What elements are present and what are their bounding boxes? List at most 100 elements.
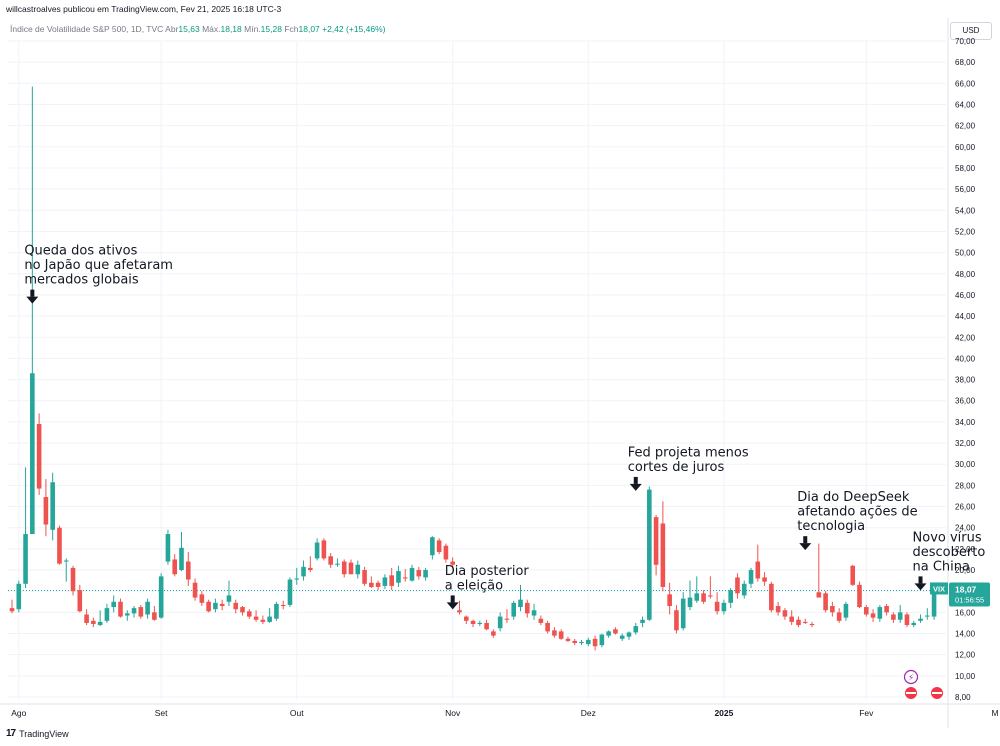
candle-body — [430, 537, 435, 556]
candle-body — [443, 545, 449, 560]
candle-body — [219, 603, 225, 607]
candle-body — [382, 577, 388, 586]
y-tick-label: 22,00 — [955, 545, 976, 554]
annotation-text: Dia do DeepSeek — [797, 490, 910, 505]
candle-body — [558, 631, 564, 639]
candle-body — [870, 613, 876, 618]
publisher-header: willcastroalves publicou em TradingView.… — [6, 4, 282, 14]
y-tick-label: 24,00 — [955, 524, 976, 533]
candle-body — [925, 615, 930, 617]
y-tick-label: 50,00 — [955, 249, 976, 258]
candle-body — [911, 622, 917, 626]
annotation-arrow-shaft — [30, 289, 35, 297]
annotation-arrow-down-icon — [26, 296, 39, 304]
candle-body — [402, 577, 408, 579]
annotation-text: Novo vírus — [913, 530, 982, 545]
candle-body — [247, 611, 252, 617]
candle-body — [16, 583, 22, 610]
legend-title: Índice de Volatilidade S&P 500, 1D, TVC — [10, 24, 164, 34]
y-tick-label: 66,00 — [955, 79, 976, 88]
candle-body — [145, 601, 150, 615]
candle-body — [816, 592, 822, 598]
candle-body — [748, 570, 754, 584]
annotation-text: cortes de juros — [628, 460, 725, 475]
candle-body — [396, 571, 401, 583]
y-tick-label: 34,00 — [955, 418, 976, 427]
annotation-text: tecnologia — [797, 519, 865, 534]
candle-body — [240, 607, 245, 613]
y-tick-label: 10,00 — [955, 672, 976, 681]
candle-body — [755, 561, 761, 579]
candle-body — [328, 556, 333, 565]
annotation-text: na China — [913, 559, 970, 574]
candle-body — [606, 631, 611, 636]
candle-body — [891, 614, 896, 620]
y-tick-label: 40,00 — [955, 354, 976, 363]
candle-body — [518, 599, 523, 608]
candle-body — [830, 606, 835, 613]
lightning-glyph: ⚡ — [908, 674, 914, 684]
annotation-arrow-down-icon — [629, 483, 642, 491]
annotation-arrow-shaft — [633, 476, 638, 484]
candle-body — [789, 616, 794, 622]
candle-body — [931, 590, 937, 617]
x-tick-label: Out — [290, 708, 304, 718]
candle-body — [586, 639, 591, 645]
candle-body — [863, 607, 869, 615]
annotation-text: Dia posterior — [445, 564, 530, 579]
y-tick-label: 46,00 — [955, 291, 976, 300]
candle-body — [274, 603, 279, 619]
x-tick-label: Dez — [581, 708, 596, 718]
candle-body — [735, 577, 740, 594]
x-tick-label: 2025 — [714, 708, 733, 718]
candle-body — [484, 622, 489, 630]
y-tick-label: 64,00 — [955, 100, 976, 109]
candle-body — [802, 621, 808, 623]
candle-body — [111, 601, 116, 608]
candle-body — [63, 560, 69, 562]
y-tick-label: 20,00 — [955, 566, 976, 575]
annotation-arrow-down-icon — [914, 583, 927, 591]
candle-body — [463, 616, 469, 621]
event-lightning-icon — [903, 669, 919, 685]
y-tick-label: 30,00 — [955, 460, 976, 469]
candle-body — [674, 610, 679, 631]
annotation-text: afetando ações de — [797, 505, 917, 520]
y-tick-label: 14,00 — [955, 630, 976, 639]
candle-body — [877, 607, 883, 619]
candle-body — [667, 594, 672, 607]
candle-body — [613, 629, 618, 634]
candle-body — [355, 564, 361, 575]
candle-body — [687, 597, 693, 608]
currency-button[interactable]: USD — [950, 22, 992, 40]
legend-high-label: Máx. — [202, 24, 221, 34]
candle-body — [762, 577, 767, 582]
candle-body — [287, 579, 293, 605]
legend-open-label: Abr — [165, 24, 179, 34]
y-tick-label: 38,00 — [955, 376, 976, 385]
legend-high: 18,18 — [220, 24, 242, 34]
candle-body — [321, 540, 327, 559]
candle-body — [599, 634, 605, 646]
candle-body — [84, 614, 89, 623]
candle-body — [280, 604, 286, 607]
candle-body — [226, 595, 232, 602]
candle-body — [497, 616, 503, 629]
candle-body — [389, 575, 394, 586]
candle-body — [192, 582, 198, 598]
candle-body — [362, 570, 367, 584]
candle-body — [552, 630, 557, 636]
candle-body — [50, 482, 55, 530]
price-tag-countdown: 01:56:55 — [955, 595, 984, 604]
x-tick-label: Fev — [859, 708, 874, 718]
x-tick-label: Set — [155, 708, 168, 718]
annotation-text: a eleição — [445, 578, 503, 593]
candle-body — [857, 584, 862, 608]
candle-body — [335, 563, 340, 565]
candle-body — [294, 578, 300, 580]
candle-body — [375, 582, 381, 587]
candle-body — [131, 608, 137, 614]
price-tag-symbol-bg — [930, 582, 948, 595]
y-tick-label: 36,00 — [955, 397, 976, 406]
